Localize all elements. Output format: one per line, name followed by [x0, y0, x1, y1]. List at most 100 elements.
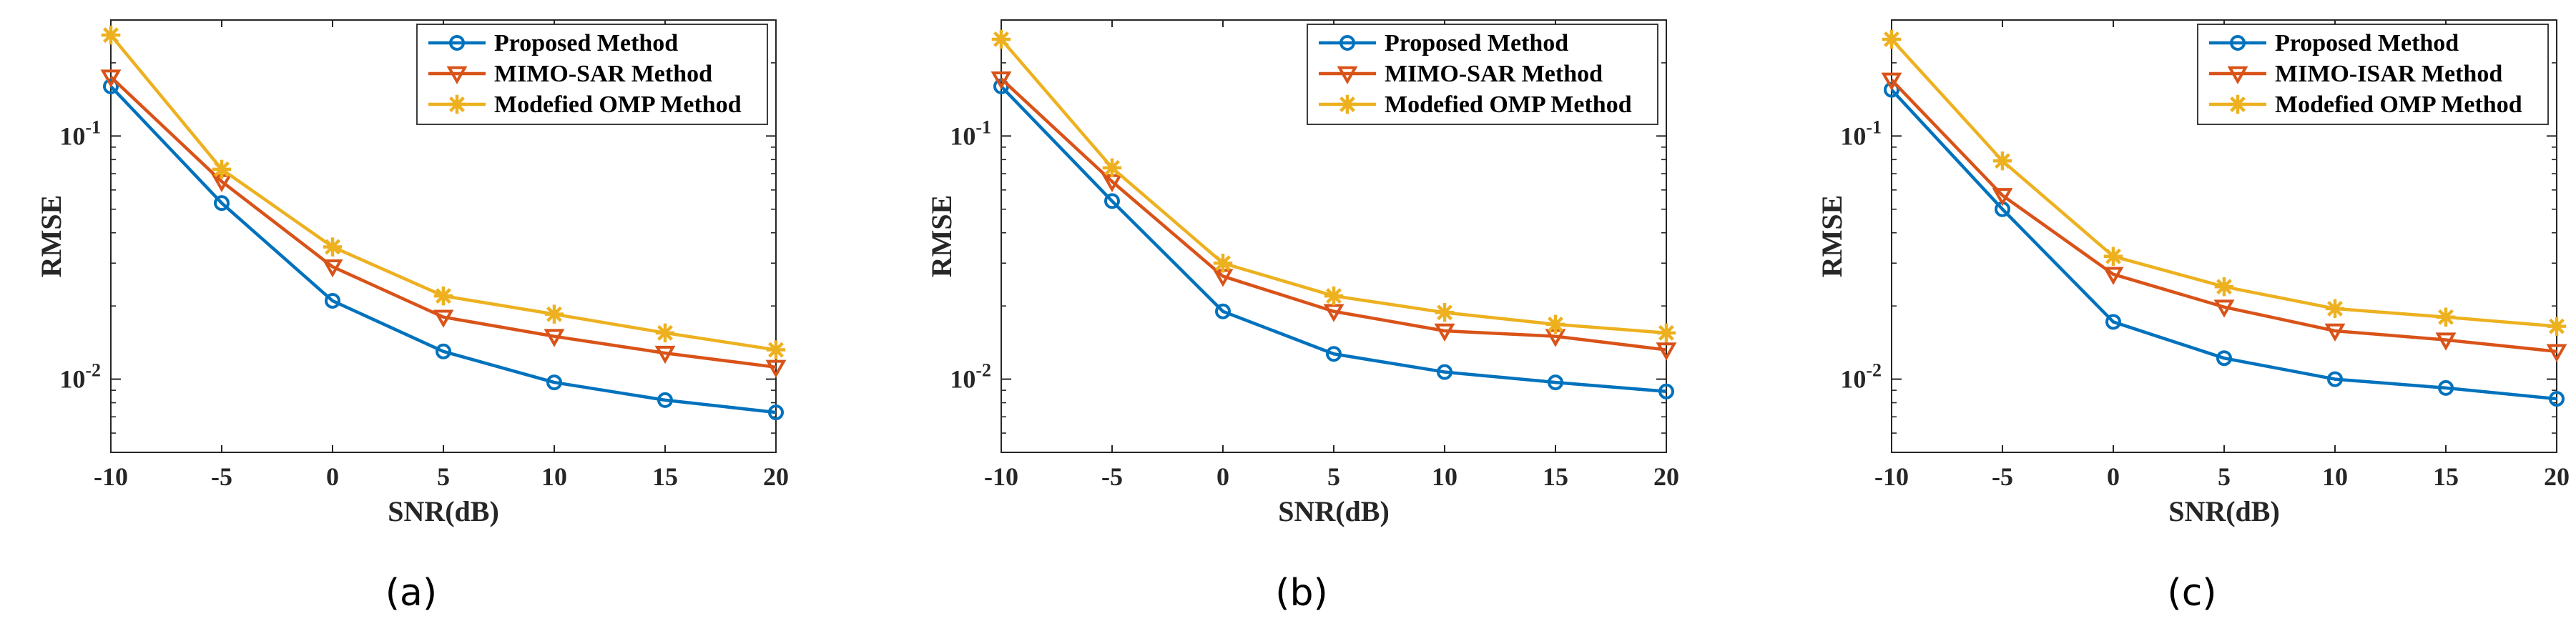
panel-b-x-tick-label: 20	[1653, 462, 1679, 491]
panel-a-series-proposed-method-point	[325, 292, 340, 309]
panel-a-series-mimo-sar-method-line	[109, 76, 777, 369]
panel-a-series-proposed-method-point	[103, 78, 119, 94]
panel-b-series-modefied-omp-method-point	[1324, 286, 1344, 306]
panel-a-x-tick-label: 15	[652, 462, 678, 491]
panel-b-legend: Proposed Method MIMO-SAR Method Modefied O…	[1307, 24, 1658, 125]
panel-c-series-modefied-omp-method-point	[2547, 317, 2567, 336]
panel-c-series-mimo-isar-method-point	[2213, 299, 2235, 318]
panel-a-series-mimo-sar-method-point	[654, 345, 676, 364]
panel-a-series-modefied-omp-method-point	[101, 25, 121, 45]
panel-c-x-axis-label: SNR(dB)	[2168, 495, 2280, 527]
panel-c-series-modefied-omp-method-point	[2103, 247, 2123, 266]
panel-c-legend-mimo-isar-method-marker	[2227, 66, 2248, 85]
panel-a-series-mimo-sar-method-point	[544, 329, 565, 347]
panel-a-legend: Proposed Method MIMO-SAR Method Modefied O…	[416, 24, 768, 125]
panel-c-series-mimo-isar-method-line	[1890, 79, 2557, 354]
panel-b-y-tick-label: 10-2	[950, 360, 991, 394]
panel-c-series-mimo-isar-method-point	[1992, 188, 2013, 207]
panel-c-x-tick-label: 20	[2544, 462, 2570, 491]
panel-b-series-mimo-sar-method-point	[990, 71, 1012, 90]
panel-b-series-proposed-method-point	[1215, 303, 1231, 319]
panel-b-series-modefied-omp-method-point	[1213, 253, 1233, 273]
panel-c-series-modefied-omp-method-point	[2325, 299, 2345, 319]
panel-b-series-proposed-method-point	[1548, 374, 1563, 391]
panel-a-x-tick-label: -5	[211, 462, 232, 491]
panel-c-series-modefied-omp-method-point	[2214, 277, 2234, 297]
panel-a-series-mimo-sar-method-point	[322, 259, 343, 278]
panel-a-series-modefied-omp-method-point	[323, 237, 343, 257]
panel-a-series-proposed-method-point	[214, 195, 230, 212]
panel-c-series-proposed-method-line	[1890, 89, 2557, 401]
panel-c-series-proposed-method-point	[2549, 391, 2565, 407]
panel-a-series-mimo-sar-method-point	[100, 69, 122, 88]
panel-a-series-mimo-sar-method-point	[433, 309, 454, 328]
panel-c-x-tick-label: 10	[2322, 462, 2348, 491]
chart-panel-b: -10 -5 0 5 10 15 20 10-1 10-2 SNR(dB) RMSE Proposed…	[925, 19, 1679, 615]
panel-b-axes-box	[1001, 19, 1667, 453]
panel-b-x-tick-label: 15	[1543, 462, 1568, 491]
panel-b-series-proposed-method-point	[1326, 346, 1342, 362]
panel-c-series-proposed-method-point	[2438, 379, 2454, 396]
panel-a-x-tick-label: 5	[437, 462, 450, 491]
panel-b-series-modefied-omp-method-point	[991, 29, 1011, 49]
panel-b-y-axis-label: RMSE	[925, 195, 958, 278]
panel-a-series-proposed-method-point	[768, 404, 784, 421]
panel-a-legend-proposed-method-label: Proposed Method	[494, 30, 678, 56]
panel-b-x-tick-label: -5	[1101, 462, 1123, 491]
panel-c-series-proposed-method-point	[2327, 371, 2343, 387]
panel-a-legend-proposed-method-marker	[449, 35, 465, 51]
panel-b-series-proposed-method-point	[1658, 383, 1674, 399]
panel-c-legend-proposed-method-label: Proposed Method	[2275, 30, 2459, 56]
panel-c-caption: (c)	[2167, 572, 2216, 615]
panel-a-x-tick-label: 20	[763, 462, 789, 491]
panel-a-series-modefied-omp-method-point	[212, 159, 232, 179]
panel-a-legend-mimo-sar-method-label: MIMO-SAR Method	[494, 61, 712, 87]
panel-a-x-tick-label: -10	[94, 462, 128, 491]
panel-c-series-mimo-isar-method-point	[2103, 267, 2124, 285]
panel-b-legend-proposed-method-label: Proposed Method	[1385, 30, 1568, 56]
panel-c-series-mimo-isar-method-point	[1881, 72, 1902, 91]
panel-b-series-mimo-sar-method-point	[1434, 323, 1455, 342]
panel-b-legend-modefied-omp-method-label: Modefied OMP Method	[1385, 91, 1632, 118]
panel-b-series-mimo-sar-method-point	[1656, 342, 1677, 361]
panel-c-series-proposed-method-point	[2105, 314, 2121, 330]
panel-a-caption: (a)	[385, 572, 437, 615]
panel-a-y-tick-label: 10-2	[59, 360, 101, 394]
panel-c-legend-modefied-omp-method-label: Modefied OMP Method	[2275, 91, 2522, 118]
panel-b-caption: (b)	[1275, 572, 1328, 615]
panel-c-legend-mimo-isar-method-label: MIMO-ISAR Method	[2275, 61, 2502, 87]
panel-c-y-tick-label: 10-1	[1840, 116, 1882, 150]
panel-a-x-axis-label: SNR(dB)	[388, 495, 499, 527]
panel-b-series-mimo-sar-method-point	[1323, 304, 1344, 322]
panel-c-series-modefied-omp-method-point	[1992, 151, 2012, 171]
panel-a-series-proposed-method-point	[546, 374, 562, 391]
panel-b-series-modefied-omp-method-point	[1102, 158, 1122, 178]
panel-b-x-tick-label: 5	[1327, 462, 1340, 491]
panel-c-y-tick-label: 10-2	[1840, 360, 1882, 394]
panel-a-series-modefied-omp-method-point	[655, 323, 675, 343]
panel-b-series-modefied-omp-method-point	[1545, 314, 1565, 334]
panel-a-series-proposed-method-line	[109, 85, 777, 414]
panel-c-legend-modefied-omp-method-marker	[2228, 94, 2248, 114]
panel-b-x-tick-label: 0	[1216, 462, 1229, 491]
panel-a-series-mimo-sar-method-point	[765, 359, 787, 378]
panel-b-legend-modefied-omp-method-marker	[1337, 94, 1357, 114]
panel-b-x-tick-label: -10	[984, 462, 1018, 491]
panel-a-series-modefied-omp-method-point	[544, 304, 564, 324]
panel-a-x-tick-label: 10	[541, 462, 567, 491]
panel-b-series-modefied-omp-method-point	[1656, 323, 1676, 343]
panel-c-axes-box	[1891, 19, 2557, 453]
panel-b-x-tick-label: 10	[1432, 462, 1457, 491]
panel-b-legend-mimo-sar-method-marker	[1337, 66, 1358, 85]
panel-b-legend-proposed-method-marker	[1339, 35, 1355, 51]
panel-a-x-tick-label: 0	[326, 462, 339, 491]
panel-c-y-axis-label: RMSE	[1816, 195, 1848, 278]
panel-a-series-modefied-omp-method-point	[766, 340, 786, 359]
panel-c-series-mimo-isar-method-point	[2324, 323, 2346, 342]
panel-a-axes-box	[110, 19, 777, 453]
panel-a-series-proposed-method-point	[436, 343, 451, 359]
chart-panel-a: -10 -5 0 5 10 15 20 10-1 10-2 SNR(dB) RMSE Proposed…	[35, 19, 789, 615]
panel-c-legend-proposed-method-marker	[2230, 35, 2246, 51]
panel-b-legend-mimo-sar-method-label: MIMO-SAR Method	[1385, 61, 1603, 87]
